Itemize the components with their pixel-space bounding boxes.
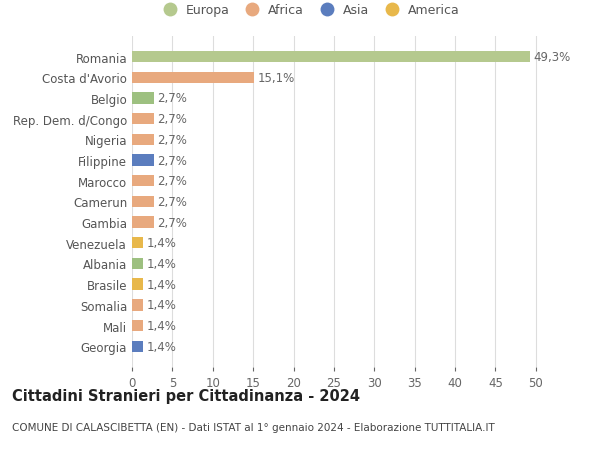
Text: 1,4%: 1,4%	[146, 257, 176, 270]
Text: 1,4%: 1,4%	[146, 278, 176, 291]
Text: 15,1%: 15,1%	[257, 72, 295, 84]
Bar	[132, 73, 254, 84]
Bar	[132, 300, 143, 311]
Bar	[132, 217, 154, 228]
Text: COMUNE DI CALASCIBETTA (EN) - Dati ISTAT al 1° gennaio 2024 - Elaborazione TUTTI: COMUNE DI CALASCIBETTA (EN) - Dati ISTAT…	[12, 422, 495, 432]
Bar	[132, 196, 154, 207]
Text: 2,7%: 2,7%	[157, 113, 187, 126]
Text: 2,7%: 2,7%	[157, 134, 187, 146]
Text: 1,4%: 1,4%	[146, 299, 176, 312]
Text: 2,7%: 2,7%	[157, 92, 187, 105]
Bar	[132, 238, 143, 249]
Text: 2,7%: 2,7%	[157, 196, 187, 208]
Bar	[132, 258, 143, 269]
Text: 2,7%: 2,7%	[157, 175, 187, 188]
Text: 2,7%: 2,7%	[157, 216, 187, 229]
Bar	[132, 176, 154, 187]
Text: 1,4%: 1,4%	[146, 237, 176, 250]
Bar	[132, 93, 154, 104]
Bar	[132, 279, 143, 290]
Legend: Europa, Africa, Asia, America: Europa, Africa, Asia, America	[157, 4, 460, 17]
Bar	[132, 52, 530, 63]
Text: 49,3%: 49,3%	[533, 51, 571, 64]
Bar	[132, 341, 143, 352]
Bar	[132, 155, 154, 166]
Text: 2,7%: 2,7%	[157, 154, 187, 167]
Text: Cittadini Stranieri per Cittadinanza - 2024: Cittadini Stranieri per Cittadinanza - 2…	[12, 388, 360, 403]
Bar	[132, 114, 154, 125]
Bar	[132, 320, 143, 331]
Text: 1,4%: 1,4%	[146, 340, 176, 353]
Bar	[132, 134, 154, 146]
Text: 1,4%: 1,4%	[146, 319, 176, 332]
